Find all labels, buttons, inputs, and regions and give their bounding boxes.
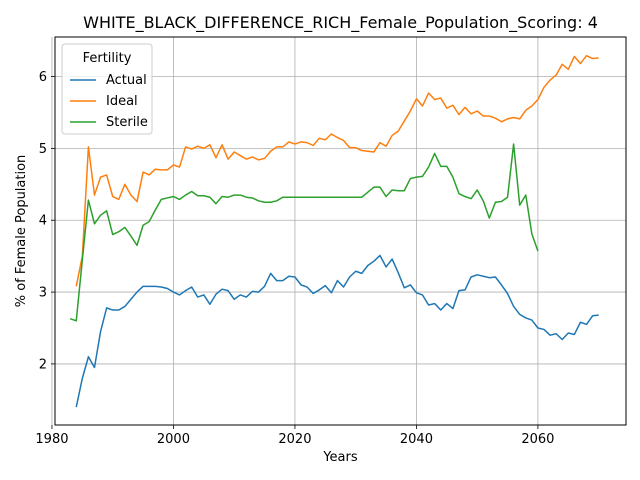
series-line-ideal	[75, 54, 599, 287]
x-tick-label: 2000	[157, 432, 190, 447]
y-tick-label: 4	[39, 214, 47, 229]
x-axis-label: Years	[322, 450, 358, 465]
x-tick-label: 2040	[400, 432, 433, 447]
legend-items: Actual Ideal Sterile	[70, 73, 148, 130]
series-line-actual	[75, 254, 599, 408]
y-tick-label: 2	[39, 357, 47, 372]
legend-label-ideal: Ideal	[106, 94, 138, 109]
x-tick-label: 2020	[278, 432, 311, 447]
x-tick-label: 1980	[35, 432, 68, 447]
legend-title: Fertility	[83, 51, 132, 66]
series-line-sterile	[69, 143, 539, 322]
legend: Fertility Actual Ideal Sterile	[61, 43, 153, 135]
legend-label-actual: Actual	[106, 73, 147, 88]
y-tick-label: 6	[39, 70, 47, 85]
y-tick-label: 5	[39, 142, 47, 157]
legend-label-sterile: Sterile	[106, 115, 148, 130]
legend-box	[61, 43, 153, 135]
y-axis-label: % of Female Population	[14, 155, 29, 308]
y-tick-label: 3	[39, 286, 47, 301]
ticks: 1980 2000 2020 2040 2060 2 3 4 5 6	[35, 70, 554, 447]
plot-frame	[54, 36, 627, 426]
x-tick-label: 2060	[521, 432, 554, 447]
chart-title: WHITE_BLACK_DIFFERENCE_RICH_Female_Popul…	[83, 13, 598, 33]
series-lines	[69, 54, 599, 408]
